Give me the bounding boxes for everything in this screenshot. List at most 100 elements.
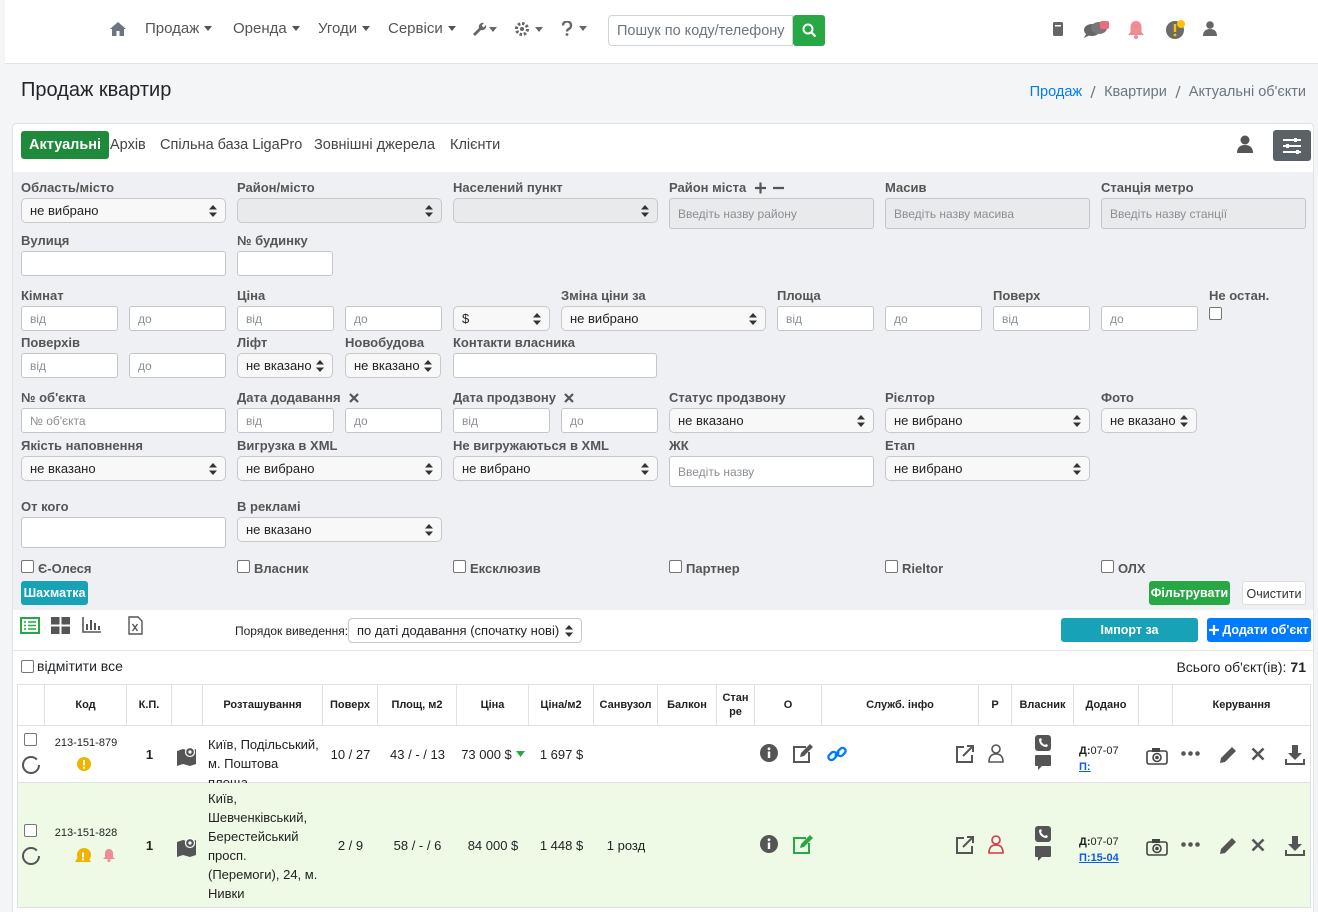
tab[interactable]: Спільна база LigaPro	[160, 137, 303, 153]
user-icon[interactable]	[1203, 21, 1217, 36]
called-link[interactable]: П:	[1079, 760, 1091, 773]
view-chart-icon[interactable]	[82, 617, 101, 633]
breadcrumb-link[interactable]: Продаж	[1029, 84, 1083, 100]
checkbox[interactable]	[24, 733, 37, 746]
select[interactable]: не вибрано	[561, 306, 766, 331]
view-list-icon[interactable]	[20, 617, 40, 634]
select[interactable]: $	[453, 306, 550, 331]
checkbox-option[interactable]: Ексклюзив	[453, 557, 541, 576]
settings-button[interactable]	[1273, 130, 1311, 161]
download-icon[interactable]	[1285, 835, 1305, 856]
view-grid-icon[interactable]	[51, 617, 70, 634]
more-icon[interactable]	[1181, 841, 1200, 847]
select[interactable]: не вказано	[237, 517, 442, 542]
select[interactable]: не вказано	[21, 456, 226, 481]
checkbox-option[interactable]: Партнер	[669, 557, 740, 576]
text-input[interactable]: від	[453, 408, 550, 433]
delete-icon[interactable]	[1251, 838, 1265, 852]
checkbox-option[interactable]: Власник	[237, 557, 308, 576]
nav-item[interactable]: Оренда	[233, 20, 300, 37]
download-icon[interactable]	[1285, 744, 1305, 765]
text-input[interactable]	[453, 353, 657, 378]
order-select[interactable]: по даті додавання (спочатку нові)	[348, 618, 582, 643]
add-remove-icons[interactable]	[754, 182, 785, 194]
photo-icon[interactable]	[1146, 838, 1168, 856]
import-button[interactable]: Імпорт за посиланням	[1061, 618, 1198, 661]
text-input[interactable]: Введіть назву	[669, 456, 874, 487]
edit-pencil-icon[interactable]	[1219, 746, 1237, 764]
alert-icon[interactable]	[1165, 20, 1187, 40]
tab[interactable]: Клієнти	[450, 137, 501, 153]
select[interactable]: не вказано	[669, 408, 874, 433]
open-external-icon[interactable]	[955, 835, 975, 855]
add-button[interactable]: Додати об'єкт	[1207, 618, 1311, 642]
called-link[interactable]: П:15-04	[1079, 851, 1119, 864]
breadcrumb-item[interactable]: Квартири	[1104, 84, 1167, 100]
select[interactable]: не вказано	[1101, 408, 1197, 433]
text-input[interactable]: від	[21, 353, 118, 378]
select[interactable]: не вказано	[345, 353, 441, 378]
info-icon[interactable]	[760, 834, 778, 853]
text-input[interactable]: від	[237, 306, 334, 331]
select[interactable]: не вказано	[237, 353, 333, 378]
wrench-icon[interactable]	[471, 22, 497, 36]
text-input[interactable]: до	[129, 353, 226, 378]
help-icon[interactable]	[561, 21, 587, 36]
contact-icons[interactable]	[1034, 734, 1052, 771]
select[interactable]: не вибрано	[885, 456, 1090, 481]
status-spinner[interactable]	[21, 846, 41, 866]
nav-item[interactable]: Угоди	[318, 20, 371, 37]
edit-icon[interactable]	[792, 743, 814, 764]
chess-button[interactable]: Шахматка	[21, 581, 88, 605]
user-toggle[interactable]	[1237, 135, 1253, 153]
checkbox[interactable]	[1209, 307, 1222, 320]
text-input[interactable]: від	[993, 306, 1090, 331]
filter-button[interactable]: Фільтрувати	[1149, 581, 1230, 605]
checkbox-option[interactable]: Є-Олеся	[21, 557, 91, 576]
checkbox-option[interactable]: Rieltor	[885, 557, 943, 576]
link-icon[interactable]	[827, 744, 847, 764]
more-icon[interactable]	[1181, 750, 1200, 756]
text-input[interactable]: до	[885, 306, 982, 331]
text-input[interactable]: до	[561, 408, 658, 433]
object-code[interactable]: 213-151-879	[54, 737, 118, 749]
text-input[interactable]: від	[777, 306, 874, 331]
text-input[interactable]: від	[21, 306, 118, 331]
text-input[interactable]: до	[345, 408, 442, 433]
tab[interactable]: Зовнішні джерела	[314, 137, 436, 153]
search-button[interactable]	[793, 15, 825, 46]
text-input[interactable]: до	[1101, 306, 1198, 331]
status-spinner[interactable]	[21, 755, 41, 775]
text-input[interactable]	[21, 517, 226, 548]
checkbox-option[interactable]: ОЛХ	[1101, 557, 1146, 576]
contact-icons[interactable]	[1034, 825, 1052, 862]
photo-icon[interactable]	[1146, 747, 1168, 765]
text-input[interactable]	[21, 251, 226, 276]
text-input[interactable]: № об'єкта	[21, 408, 226, 433]
clear-date-icon[interactable]	[348, 392, 359, 403]
text-input[interactable]: від	[237, 408, 334, 433]
text-input[interactable]	[237, 251, 333, 276]
tab[interactable]: Архів	[110, 137, 146, 153]
nav-item[interactable]: Продаж	[145, 20, 213, 37]
open-external-icon[interactable]	[955, 744, 975, 764]
export-excel-icon[interactable]	[128, 616, 143, 635]
book-icon[interactable]	[1052, 22, 1064, 36]
nav-item[interactable]: Сервіси	[388, 20, 456, 37]
gear-icon[interactable]	[515, 22, 543, 36]
select-all[interactable]: відмітити все	[21, 658, 123, 674]
clear-date-icon[interactable]	[564, 392, 574, 403]
object-code[interactable]: 213-151-828	[54, 827, 118, 839]
owner-user-icon[interactable]	[988, 743, 1004, 763]
map-icon[interactable]	[177, 746, 199, 766]
tab-active[interactable]: Актуальні	[21, 131, 110, 159]
info-icon[interactable]	[760, 743, 778, 762]
owner-user-icon[interactable]	[988, 834, 1004, 854]
bell-icon[interactable]	[1127, 20, 1145, 39]
clear-button[interactable]: Очистити	[1242, 581, 1306, 605]
text-input[interactable]: до	[345, 306, 442, 331]
checkbox[interactable]	[24, 824, 37, 837]
select[interactable]: не вибрано	[453, 456, 658, 481]
search-input[interactable]: Пошук по коду/телефону	[608, 15, 793, 46]
map-icon[interactable]	[177, 837, 199, 857]
